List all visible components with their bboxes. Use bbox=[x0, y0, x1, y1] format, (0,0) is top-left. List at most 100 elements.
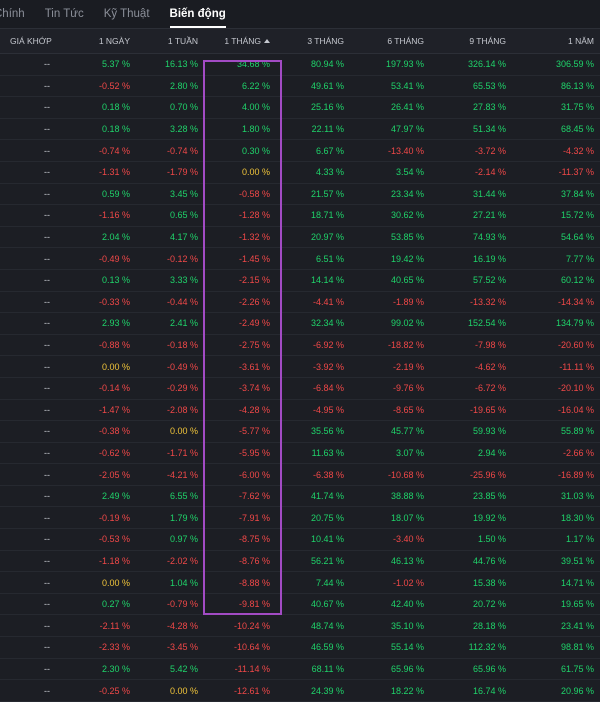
header-label: 6 THÁNG bbox=[387, 36, 424, 46]
header-label: 3 THÁNG bbox=[307, 36, 344, 46]
cell-9-months: 74.93 % bbox=[430, 226, 512, 249]
table-row[interactable]: -- 0.13 % 3.33 % -2.15 % 14.14 % 40.65 % 57.52… bbox=[0, 269, 600, 292]
cell-1-year: 14.71 % bbox=[512, 571, 600, 594]
cell-1-week: 16.13 % bbox=[136, 53, 204, 76]
table-row[interactable]: -- 0.59 % 3.45 % -0.58 % 21.57 % 23.34 % 31.44… bbox=[0, 183, 600, 206]
table-row[interactable]: -- -1.31 % -1.79 % 0.00 % 4.33 % 3.54 % -2.14 … bbox=[0, 161, 600, 184]
cell-6-months: 197.93 % bbox=[350, 53, 430, 76]
cell-6-months: 18.22 % bbox=[350, 679, 430, 702]
header-1-week[interactable]: 1 TUẦN bbox=[136, 29, 204, 54]
header-1-month[interactable]: 1 THÁNG bbox=[204, 29, 276, 54]
table-row[interactable]: -- -0.53 % 0.97 % -8.75 % 10.41 % -3.40 % 1.50… bbox=[0, 528, 600, 551]
table-row[interactable]: -- 5.37 % 16.13 % 34.68 % 80.94 % 197.93 % 326… bbox=[0, 53, 600, 76]
header-3-months[interactable]: 3 THÁNG bbox=[276, 29, 350, 54]
cell-9-months: 15.38 % bbox=[430, 571, 512, 594]
table-row[interactable]: -- -0.49 % -0.12 % -1.45 % 6.51 % 19.42 % 16.1… bbox=[0, 247, 600, 270]
table-row[interactable]: -- -0.19 % 1.79 % -7.91 % 20.75 % 18.07 % 19.9… bbox=[0, 506, 600, 530]
table-row[interactable]: -- -0.38 % 0.00 % -5.77 % 35.56 % 45.77 % 59.9… bbox=[0, 420, 600, 443]
table-row[interactable]: -- -2.33 % -3.45 % -10.64 % 46.59 % 55.14 % 11… bbox=[0, 636, 600, 659]
table-row[interactable]: -- 0.00 % 1.04 % -8.88 % 7.44 % -1.02 % 15.38 … bbox=[0, 571, 600, 594]
header-6-months[interactable]: 6 THÁNG bbox=[350, 29, 430, 54]
cell-3-months: 4.33 % bbox=[276, 161, 350, 184]
cell-3-months: 80.94 % bbox=[276, 53, 350, 76]
cell-1-year: -16.04 % bbox=[512, 399, 600, 422]
cell-9-months: 44.76 % bbox=[430, 550, 512, 573]
cell-1-month: 6.22 % bbox=[204, 75, 276, 98]
cell-1-week: -0.44 % bbox=[136, 291, 204, 314]
cell-1-year: -20.10 % bbox=[512, 377, 600, 400]
cell-1-year: 15.72 % bbox=[512, 204, 600, 227]
cell-1-month: -4.28 % bbox=[204, 399, 276, 422]
table-row[interactable]: -- 0.18 % 3.28 % 1.80 % 22.11 % 47.97 % 51.34 … bbox=[0, 118, 600, 141]
cell-1-month: -0.58 % bbox=[204, 183, 276, 206]
cell-3-months: 48.74 % bbox=[276, 614, 350, 638]
cell-1-month: -9.81 % bbox=[204, 593, 276, 616]
cell-1-year: -16.89 % bbox=[512, 463, 600, 486]
cell-1-month: -6.00 % bbox=[204, 463, 276, 486]
table-row[interactable]: -- -1.18 % -2.02 % -8.76 % 56.21 % 46.13 % 44.… bbox=[0, 550, 600, 573]
cell-1-week: 3.28 % bbox=[136, 118, 204, 141]
table-row[interactable]: -- 2.04 % 4.17 % -1.32 % 20.97 % 53.85 % 74.93… bbox=[0, 226, 600, 249]
tab-performance[interactable]: Biến động bbox=[160, 0, 236, 28]
table-row[interactable]: -- -0.74 % -0.74 % 0.30 % 6.67 % -13.40 % -3.7… bbox=[0, 139, 600, 162]
cell-6-months: 3.07 % bbox=[350, 442, 430, 465]
table-row[interactable]: -- -1.47 % -2.08 % -4.28 % -4.95 % -8.65 % -19… bbox=[0, 399, 600, 422]
cell-3-months: 41.74 % bbox=[276, 485, 350, 508]
cell-1-week: 2.41 % bbox=[136, 312, 204, 335]
tab-news[interactable]: Tin Tức bbox=[44, 8, 84, 20]
table-row[interactable]: -- -1.16 % 0.65 % -1.28 % 18.71 % 30.62 % 27.2… bbox=[0, 204, 600, 227]
cell-3-months: 14.14 % bbox=[276, 269, 350, 292]
cell-1-month: -3.61 % bbox=[204, 355, 276, 378]
table-row[interactable]: -- 2.30 % 5.42 % -11.14 % 68.11 % 65.96 % 65.9… bbox=[0, 658, 600, 681]
table-row[interactable]: -- -2.05 % -4.21 % -6.00 % -6.38 % -10.68 % -2… bbox=[0, 463, 600, 486]
cell-1-month: -10.24 % bbox=[204, 614, 276, 638]
cell-match-price: -- bbox=[0, 571, 80, 594]
cell-match-price: -- bbox=[0, 334, 80, 357]
cell-6-months: 19.42 % bbox=[350, 247, 430, 270]
header-9-months[interactable]: 9 THÁNG bbox=[430, 29, 512, 54]
cell-9-months: 27.83 % bbox=[430, 96, 512, 119]
table-row[interactable]: -- 0.18 % 0.70 % 4.00 % 25.16 % 26.41 % 27.83 … bbox=[0, 96, 600, 119]
cell-match-price: -- bbox=[0, 183, 80, 206]
header-1-day[interactable]: 1 NGÀY bbox=[80, 29, 136, 54]
table-row[interactable]: -- -2.11 % -4.28 % -10.24 % 48.74 % 35.10 % 28… bbox=[0, 614, 600, 638]
sort-ascending-icon[interactable] bbox=[264, 39, 270, 43]
cell-1-month: -8.76 % bbox=[204, 550, 276, 573]
cell-1-month: -11.14 % bbox=[204, 658, 276, 681]
table-row[interactable]: -- -0.62 % -1.71 % -5.95 % 11.63 % 3.07 % 2.94… bbox=[0, 442, 600, 465]
cell-1-day: -2.05 % bbox=[80, 463, 136, 486]
cell-9-months: 57.52 % bbox=[430, 269, 512, 292]
cell-1-month: -1.45 % bbox=[204, 247, 276, 270]
cell-1-week: -1.79 % bbox=[136, 161, 204, 184]
table-row[interactable]: -- -0.14 % -0.29 % -3.74 % -6.84 % -9.76 % -6.… bbox=[0, 377, 600, 400]
cell-6-months: -13.40 % bbox=[350, 139, 430, 162]
cell-1-month: 1.80 % bbox=[204, 118, 276, 141]
cell-1-week: 0.70 % bbox=[136, 96, 204, 119]
table-row[interactable]: -- 2.49 % 6.55 % -7.62 % 41.74 % 38.88 % 23.85… bbox=[0, 485, 600, 508]
performance-table: GIÁ KHỚP 1 NGÀY 1 TUẦN 1 THÁNG 3 THÁNG 6 THÁN… bbox=[0, 29, 600, 702]
cell-match-price: -- bbox=[0, 269, 80, 292]
cell-6-months: -3.40 % bbox=[350, 528, 430, 551]
table-row[interactable]: -- 0.27 % -0.79 % -9.81 % 40.67 % 42.40 % 20.7… bbox=[0, 593, 600, 616]
table-row[interactable]: -- -0.52 % 2.80 % 6.22 % 49.61 % 53.41 % 65.53… bbox=[0, 75, 600, 98]
cell-1-week: 4.17 % bbox=[136, 226, 204, 249]
cell-match-price: -- bbox=[0, 658, 80, 681]
cell-3-months: 20.75 % bbox=[276, 506, 350, 530]
cell-1-year: 68.45 % bbox=[512, 118, 600, 141]
cell-1-week: 5.42 % bbox=[136, 658, 204, 681]
table-row[interactable]: -- 0.00 % -0.49 % -3.61 % -3.92 % -2.19 % -4.6… bbox=[0, 355, 600, 378]
cell-9-months: 326.14 % bbox=[430, 53, 512, 76]
cell-match-price: -- bbox=[0, 118, 80, 141]
tab-overview[interactable]: Chính bbox=[0, 8, 25, 20]
table-row[interactable]: -- -0.25 % 0.00 % -12.61 % 24.39 % 18.22 % 16.… bbox=[0, 679, 600, 702]
header-match-price[interactable]: GIÁ KHỚP bbox=[0, 29, 80, 54]
cell-1-year: -11.11 % bbox=[512, 355, 600, 378]
table-row[interactable]: -- -0.33 % -0.44 % -2.26 % -4.41 % -1.89 % -13… bbox=[0, 291, 600, 314]
table-row[interactable]: -- 2.93 % 2.41 % -2.49 % 32.34 % 99.02 % 152.5… bbox=[0, 312, 600, 335]
cell-1-day: 5.37 % bbox=[80, 53, 136, 76]
tab-technical[interactable]: Kỹ Thuật bbox=[103, 8, 150, 20]
cell-1-week: -4.21 % bbox=[136, 463, 204, 486]
table-row[interactable]: -- -0.88 % -0.18 % -2.75 % -6.92 % -18.82 % -7… bbox=[0, 334, 600, 357]
header-1-year[interactable]: 1 NĂM bbox=[512, 29, 600, 54]
cell-9-months: -3.72 % bbox=[430, 139, 512, 162]
